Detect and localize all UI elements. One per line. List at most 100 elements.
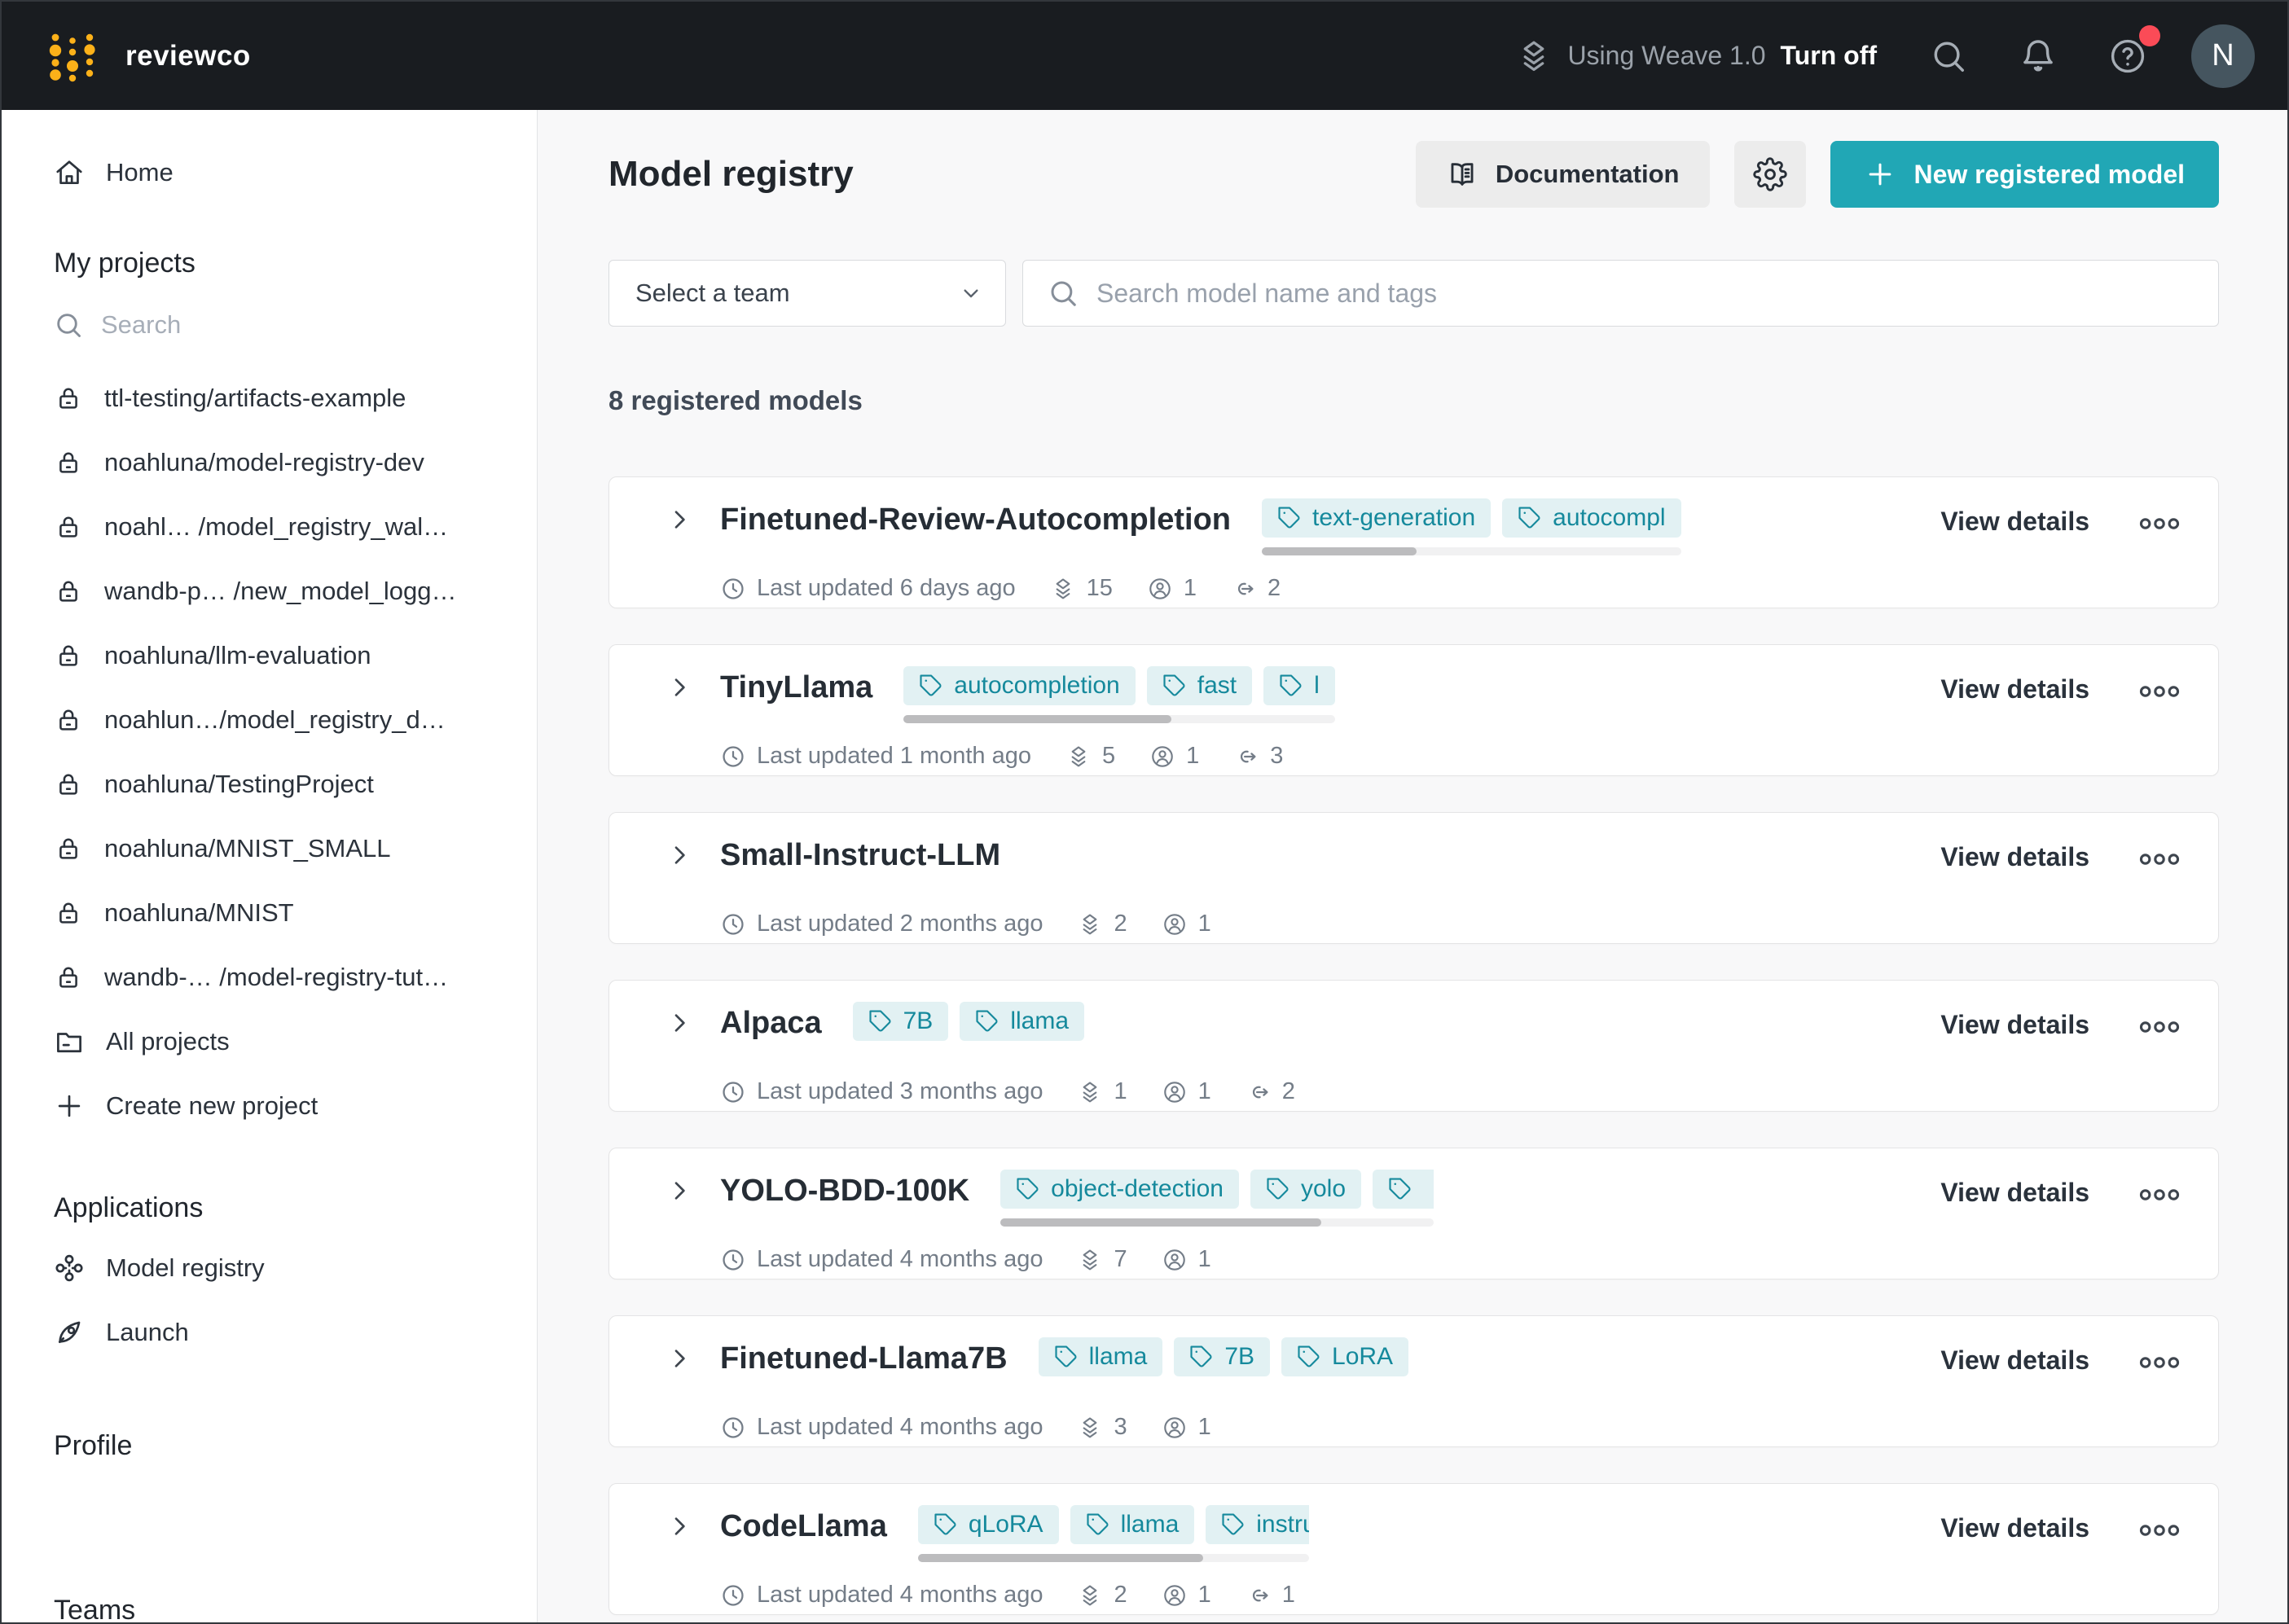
tag-chip[interactable]: autocompletion xyxy=(903,666,1136,705)
reviewco-logo-icon[interactable] xyxy=(47,28,98,85)
view-details-link[interactable]: View details xyxy=(1940,1178,2089,1207)
tags-scrollbar[interactable] xyxy=(917,1554,1309,1562)
sidebar-project-item[interactable]: noahluna/llm-evaluation xyxy=(54,623,512,687)
view-details-link[interactable]: View details xyxy=(1940,1345,2089,1375)
tags-scrollbar[interactable] xyxy=(1000,1218,1434,1227)
sidebar-project-item[interactable]: noahlun…/model_registry_d… xyxy=(54,687,512,752)
settings-button[interactable] xyxy=(1734,141,1807,208)
tag-chip[interactable]: fast xyxy=(1146,666,1253,705)
tag-chip[interactable]: instructi xyxy=(1206,1505,1309,1544)
model-search-input[interactable] xyxy=(1096,278,2194,309)
weave-turn-off-button[interactable]: Turn off xyxy=(1780,41,1877,70)
project-name: wandb-… /model-registry-tut… xyxy=(104,962,449,991)
tag-chip[interactable]: qLoRA xyxy=(917,1505,1059,1544)
more-menu-button[interactable] xyxy=(2138,516,2181,531)
model-tags: 7B llama xyxy=(852,1002,1085,1041)
expand-chevron-icon[interactable] xyxy=(666,842,692,868)
tags-scrollbar-thumb[interactable] xyxy=(903,715,1171,723)
tags-scrollbar[interactable] xyxy=(1262,547,1681,555)
sidebar-project-item[interactable]: noahluna/model-registry-dev xyxy=(54,430,512,494)
model-tags: qLoRA llama instructi xyxy=(917,1505,1309,1562)
sidebar-project-item[interactable]: noahluna/MNIST_SMALL xyxy=(54,816,512,880)
more-menu-button[interactable] xyxy=(2138,1355,2181,1370)
model-name[interactable]: Finetuned-Review-Autocompletion xyxy=(720,503,1231,537)
model-meta: Last updated 3 months ago 1 1 2 xyxy=(720,1078,1295,1105)
tag-chip[interactable]: yolo xyxy=(1250,1170,1362,1209)
last-updated: Last updated 4 months ago xyxy=(720,1414,1043,1441)
search-icon[interactable] xyxy=(1922,30,1975,82)
tags-scrollbar-thumb[interactable] xyxy=(917,1554,1204,1562)
view-details-link[interactable]: View details xyxy=(1940,1513,2089,1543)
new-registered-model-button[interactable]: New registered model xyxy=(1830,141,2219,208)
team-select-dropdown[interactable]: Select a team xyxy=(608,260,1006,327)
sidebar-project-item[interactable]: noahl… /model_registry_wal… xyxy=(54,494,512,559)
view-details-link[interactable]: View details xyxy=(1940,674,2089,704)
expand-chevron-icon[interactable] xyxy=(666,674,692,700)
tag-chip[interactable]: object-detection xyxy=(1000,1170,1239,1209)
notifications-bell-icon[interactable] xyxy=(2012,30,2064,82)
documentation-button[interactable]: Documentation xyxy=(1415,141,1711,208)
more-menu-button[interactable] xyxy=(2138,852,2181,867)
tag-chip[interactable]: autocompl xyxy=(1502,498,1681,538)
registered-models-count: 8 registered models xyxy=(608,385,863,415)
sidebar: Home My projects ttl-testing/artifacts-e… xyxy=(2,110,538,1622)
clock-icon xyxy=(723,1416,744,1438)
model-meta: Last updated 4 months ago 7 1 xyxy=(720,1246,1211,1273)
link-icon xyxy=(1252,1086,1268,1098)
topbar: reviewco Using Weave 1.0 Turn off xyxy=(2,2,2287,110)
tag-chip[interactable]: 7B xyxy=(852,1002,949,1041)
sidebar-item-all-projects[interactable]: All projects xyxy=(54,1009,512,1073)
teams-heading: Teams xyxy=(54,1594,136,1623)
more-menu-button[interactable] xyxy=(2138,1187,2181,1202)
avatar[interactable]: N xyxy=(2191,24,2255,88)
tag-chip[interactable]: llama xyxy=(1070,1505,1195,1544)
sidebar-search[interactable] xyxy=(54,301,512,349)
tag-chip[interactable] xyxy=(1373,1170,1434,1209)
tag-chip[interactable]: llama xyxy=(1038,1337,1163,1376)
view-details-link[interactable]: View details xyxy=(1940,842,2089,871)
model-name[interactable]: CodeLlama xyxy=(720,1509,887,1543)
view-details-link[interactable]: View details xyxy=(1940,1010,2089,1039)
view-details-link[interactable]: View details xyxy=(1940,507,2089,536)
tag-chip[interactable]: 7B xyxy=(1174,1337,1271,1376)
more-menu-button[interactable] xyxy=(2138,1523,2181,1538)
sidebar-project-item[interactable]: ttl-testing/artifacts-example xyxy=(54,366,512,430)
model-name[interactable]: Alpaca xyxy=(720,1006,822,1040)
sidebar-item-launch[interactable]: Launch xyxy=(54,1300,512,1364)
expand-chevron-icon[interactable] xyxy=(666,507,692,533)
more-menu-button[interactable] xyxy=(2138,1020,2181,1034)
model-name[interactable]: Finetuned-Llama7B xyxy=(720,1341,1008,1376)
tag-icon xyxy=(1389,1178,1411,1200)
tag-chip[interactable]: l xyxy=(1263,666,1335,705)
tags-scrollbar-thumb[interactable] xyxy=(1262,547,1417,555)
sidebar-project-item[interactable]: wandb-… /model-registry-tut… xyxy=(54,945,512,1009)
user-icon xyxy=(1152,745,1173,767)
expand-chevron-icon[interactable] xyxy=(666,1010,692,1036)
sidebar-project-item[interactable]: noahluna/MNIST xyxy=(54,880,512,945)
lock-icon xyxy=(59,645,77,666)
tags-scrollbar-thumb[interactable] xyxy=(1000,1218,1321,1227)
sidebar-item-model-registry[interactable]: Model registry xyxy=(54,1236,512,1300)
model-card: Alpaca 7B llama Last updated 3 months ago… xyxy=(608,980,2219,1112)
sidebar-project-item[interactable]: noahluna/TestingProject xyxy=(54,752,512,816)
user-icon xyxy=(1163,1081,1185,1103)
sidebar-project-item[interactable]: wandb-p… /new_model_logg… xyxy=(54,559,512,623)
expand-chevron-icon[interactable] xyxy=(666,1513,692,1539)
tag-chip[interactable]: llama xyxy=(960,1002,1085,1041)
model-name[interactable]: Small-Instruct-LLM xyxy=(720,838,1001,872)
expand-chevron-icon[interactable] xyxy=(666,1345,692,1372)
expand-chevron-icon[interactable] xyxy=(666,1178,692,1204)
tag-chip[interactable]: LoRA xyxy=(1281,1337,1409,1376)
model-name[interactable]: YOLO-BDD-100K xyxy=(720,1174,970,1208)
model-search-box[interactable] xyxy=(1022,260,2219,327)
clock-icon xyxy=(723,913,744,935)
sidebar-item-home[interactable]: Home xyxy=(54,146,512,200)
sidebar-search-input[interactable] xyxy=(101,310,443,340)
more-menu-button[interactable] xyxy=(2138,684,2181,699)
tag-chip[interactable]: text-generation xyxy=(1262,498,1492,538)
model-name[interactable]: TinyLlama xyxy=(720,670,873,704)
help-icon[interactable] xyxy=(2102,24,2160,82)
project-name: noahl… /model_registry_wal… xyxy=(104,511,449,541)
tags-scrollbar[interactable] xyxy=(903,715,1335,723)
sidebar-item-create-new-project[interactable]: Create new project xyxy=(54,1073,512,1138)
